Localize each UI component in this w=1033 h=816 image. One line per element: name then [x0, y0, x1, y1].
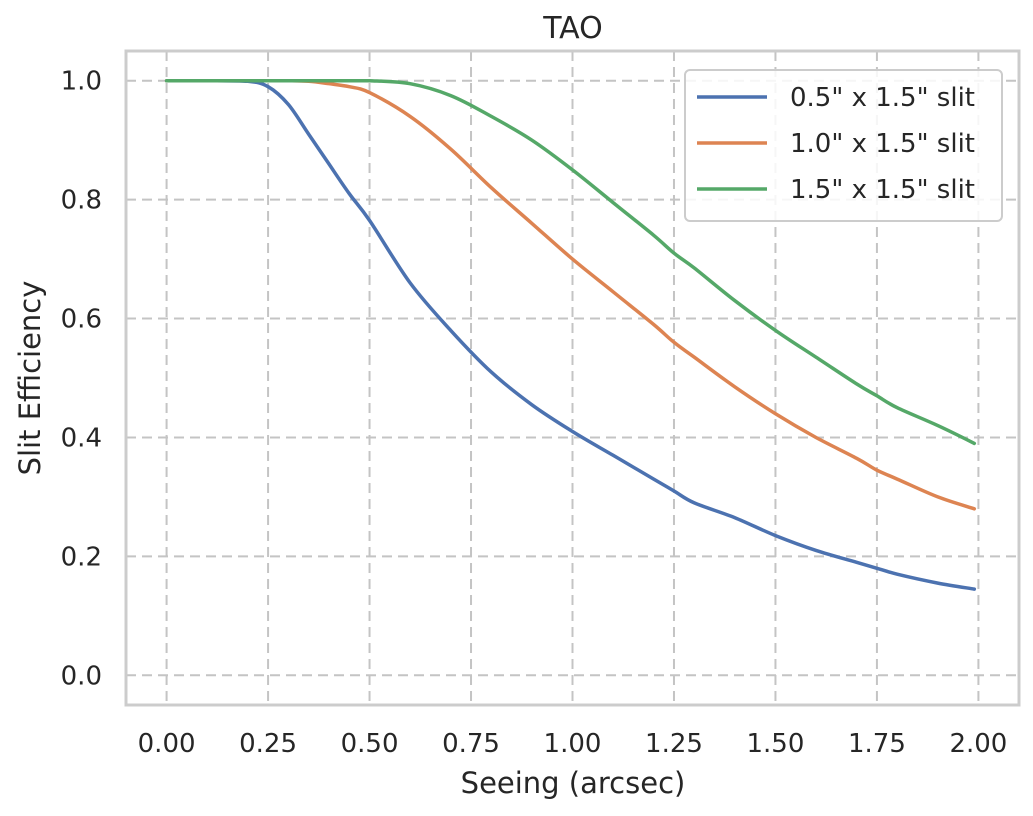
x-tick-label: 0.25	[239, 729, 297, 759]
legend-label-3: 1.5" x 1.5" slit	[790, 175, 975, 205]
legend-items: 0.5" x 1.5" slit 1.0" x 1.5" slit 1.5" x 1…	[697, 83, 975, 205]
y-tick-label: 0.2	[61, 542, 102, 572]
y-tick-label: 0.0	[61, 661, 102, 691]
x-tick-label: 2.00	[949, 729, 1007, 759]
x-tick-label: 0.75	[442, 729, 500, 759]
x-axis-label: Seeing (arcsec)	[461, 766, 686, 800]
x-tick-label: 0.00	[138, 729, 196, 759]
y-tick-label: 0.4	[61, 423, 102, 453]
x-tick-label: 1.25	[645, 729, 703, 759]
legend-box	[684, 69, 1003, 222]
y-axis-label: Slit Efficiency	[13, 281, 47, 476]
y-tick-label: 0.6	[61, 305, 102, 335]
chart-title: TAO	[542, 11, 603, 46]
legend: 0.5" x 1.5" slit 1.0" x 1.5" slit 1.5" x 1…	[684, 69, 1003, 222]
x-tick-label: 1.75	[848, 729, 906, 759]
legend-label-2: 1.0" x 1.5" slit	[790, 129, 975, 159]
series-line-1	[164, 78, 977, 591]
tick-label-layer: 0.00 0.25 0.50 0.75 1.00 1.25 1.50 1.75 2.00 0.0 0…	[61, 67, 1008, 759]
y-tick-label: 0.8	[61, 186, 102, 216]
y-tick-label: 1.0	[61, 67, 102, 97]
legend-label-1: 0.5" x 1.5" slit	[790, 83, 975, 113]
plot-frame	[124, 49, 1021, 707]
x-tick-label: 1.00	[544, 729, 602, 759]
series-line-3	[164, 78, 977, 446]
x-tick-label: 1.50	[747, 729, 805, 759]
series-layer	[164, 78, 977, 591]
x-tick-label: 0.50	[341, 729, 399, 759]
